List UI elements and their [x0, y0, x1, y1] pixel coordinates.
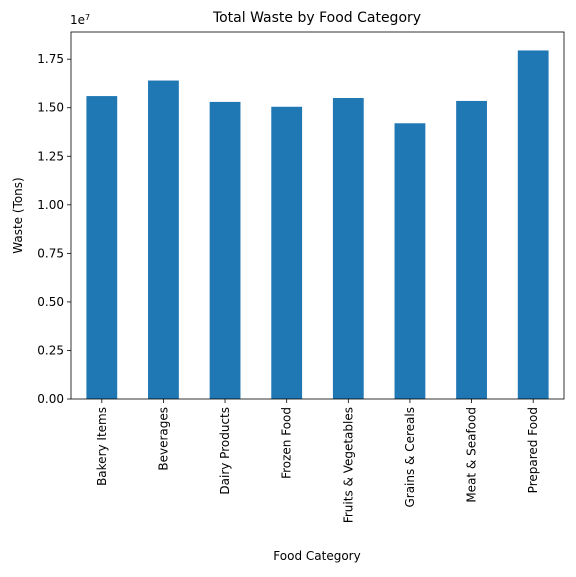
- y-axis-label: Waste (Tons): [11, 177, 25, 253]
- y-tick-label: 0.75: [37, 246, 64, 260]
- x-tick-label: Beverages: [156, 407, 170, 471]
- y-offset-label: 1e7: [70, 13, 90, 28]
- x-axis: Bakery Items Beverages Dairy Products Froze…: [95, 399, 540, 523]
- y-tick-label: 0.25: [37, 343, 64, 357]
- bar-frozen-food: [271, 106, 303, 399]
- x-tick-label: Fruits & Vegetables: [341, 407, 355, 523]
- plot-frame: [70, 31, 565, 400]
- bar-meat-seafood: [456, 100, 487, 399]
- y-tick-label: 1.75: [37, 52, 64, 66]
- y-axis: 0.00 0.25 0.50 0.75 1.00 1.25 1.50 1.75: [37, 52, 71, 406]
- y-tick-label: 0.50: [37, 295, 64, 309]
- x-tick-label: Frozen Food: [280, 407, 294, 479]
- x-tick-label: Bakery Items: [95, 407, 109, 486]
- x-tick-label: Meat & Seafood: [465, 407, 479, 503]
- bar-fruits-vegetables: [332, 98, 364, 399]
- bar-beverages: [148, 80, 179, 399]
- y-tick-label: 1.00: [37, 198, 64, 212]
- y-tick-label: 1.25: [37, 149, 64, 163]
- y-tick-label: 0.00: [37, 392, 64, 406]
- x-axis-label: Food Category: [273, 549, 360, 563]
- x-tick-label: Grains & Cereals: [403, 407, 417, 508]
- plot-area: [86, 50, 549, 400]
- chart-title: Total Waste by Food Category: [212, 10, 421, 26]
- y-tick-label: 1.50: [37, 101, 64, 115]
- bar-bakery-items: [86, 96, 118, 399]
- bar-grains-cereals: [394, 123, 426, 399]
- x-tick-label: Prepared Food: [526, 407, 540, 493]
- bar-dairy-products: [209, 101, 241, 400]
- x-tick-label: Dairy Products: [218, 407, 232, 495]
- bar-prepared-food: [517, 50, 549, 400]
